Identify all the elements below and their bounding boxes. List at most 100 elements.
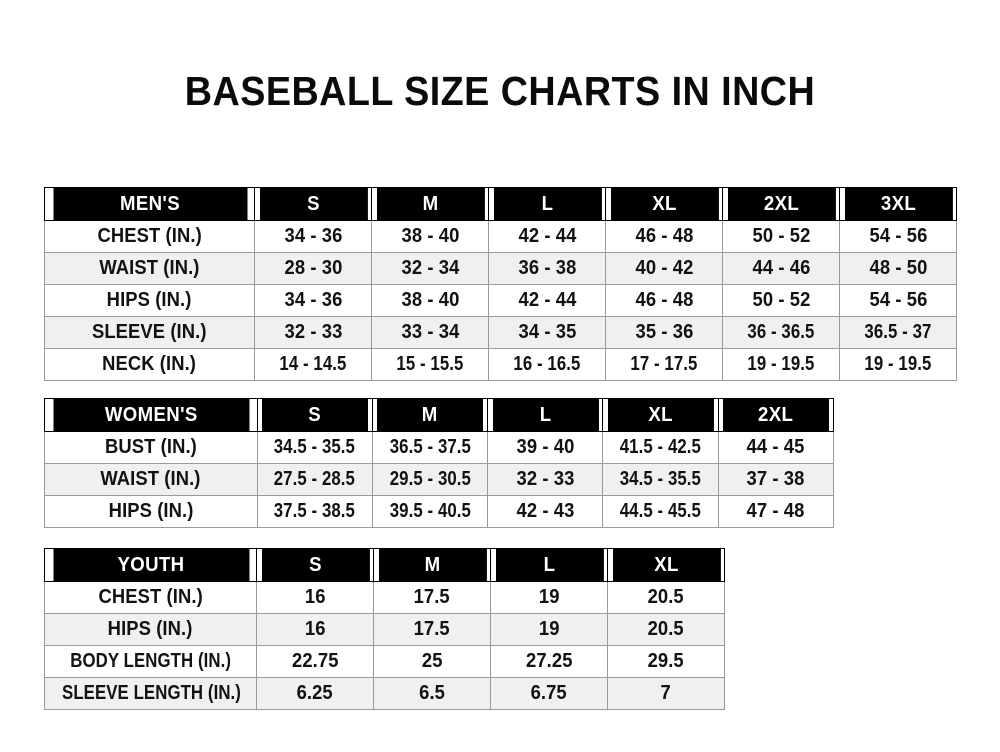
womens-table-header: WOMEN'S S M L XL 2XL (45, 398, 834, 432)
table-cell: 36.5 - 37 (839, 316, 957, 349)
table-row: HIPS (IN.) 34 - 36 38 - 40 42 - 44 46 - … (44, 284, 957, 317)
table-cell: 19 - 19.5 (722, 348, 840, 381)
table-cell: 25 (373, 645, 491, 678)
table-header-row: YOUTH S M L XL (45, 548, 725, 582)
table-row: BODY LENGTH (IN.) 22.75 25 27.25 29.5 (44, 645, 725, 678)
table-row: WAIST (IN.) 28 - 30 32 - 34 36 - 38 40 -… (44, 252, 957, 285)
table-cell: 19 (490, 613, 608, 646)
column-header-l: L (494, 548, 604, 582)
table-cell: 54 - 56 (839, 284, 957, 317)
table-cell: 27.25 (490, 645, 608, 678)
table-cell: 32 - 34 (371, 252, 489, 285)
column-header-s: S (258, 187, 368, 221)
column-header-l: L (491, 398, 600, 432)
youth-table-header: YOUTH S M L XL (45, 548, 725, 582)
table-cell: 36.5 - 37.5 (371, 431, 489, 464)
column-header-category: YOUTH (51, 548, 250, 582)
table-cell: 36 - 38 (488, 252, 606, 285)
table-cell: 16 (256, 613, 374, 646)
youth-size-table: YOUTH S M L XL CHEST (IN.) 16 17.5 19 20… (44, 548, 725, 710)
row-label: HIPS (IN.) (44, 613, 257, 646)
table-cell: 14 - 14.5 (254, 348, 372, 381)
table-cell: 41.5 - 42.5 (602, 431, 719, 464)
table-cell: 20.5 (607, 581, 725, 614)
table-cell: 44 - 45 (717, 431, 835, 464)
table-cell: 6.5 (373, 677, 491, 710)
mens-table-header: MEN'S S M L XL 2XL 3XL (45, 187, 957, 221)
table-cell: 34 - 36 (254, 284, 372, 317)
table-cell: 32 - 33 (487, 463, 604, 496)
row-label: NECK (IN.) (44, 348, 255, 381)
table-header-row: WOMEN'S S M L XL 2XL (45, 398, 834, 432)
table-cell: 38 - 40 (371, 220, 489, 253)
column-header-s: S (260, 398, 369, 432)
table-row: SLEEVE (IN.) 32 - 33 33 - 34 34 - 35 35 … (44, 316, 957, 349)
table-cell: 7 (607, 677, 725, 710)
table-cell: 15 - 15.5 (371, 348, 489, 381)
table-cell: 50 - 52 (722, 284, 840, 317)
row-label: HIPS (IN.) (44, 495, 258, 528)
table-cell: 28 - 30 (254, 252, 372, 285)
table-cell: 36 - 36.5 (722, 316, 840, 349)
table-cell: 19 (490, 581, 608, 614)
table-cell: 34.5 - 35.5 (256, 431, 373, 464)
row-label: WAIST (IN.) (44, 252, 255, 285)
table-cell: 34 - 35 (488, 316, 606, 349)
table-cell: 34 - 36 (254, 220, 372, 253)
row-label: SLEEVE (IN.) (44, 316, 255, 349)
column-header-s: S (260, 548, 370, 582)
row-label: CHEST (IN.) (44, 581, 257, 614)
table-row: HIPS (IN.) 16 17.5 19 20.5 (44, 613, 725, 646)
table-cell: 17 - 17.5 (605, 348, 723, 381)
row-label: BUST (IN.) (44, 431, 258, 464)
table-row: SLEEVE LENGTH (IN.) 6.25 6.5 6.75 7 (44, 677, 725, 710)
column-header-category: WOMEN'S (51, 398, 251, 432)
youth-table-body: CHEST (IN.) 16 17.5 19 20.5 HIPS (IN.) 1… (44, 581, 725, 710)
column-header-xl: XL (606, 398, 715, 432)
table-cell: 46 - 48 (605, 220, 723, 253)
table-cell: 39.5 - 40.5 (371, 495, 489, 528)
column-header-xl: XL (609, 187, 719, 221)
table-cell: 37.5 - 38.5 (256, 495, 373, 528)
table-cell: 34.5 - 35.5 (602, 463, 719, 496)
table-cell: 44.5 - 45.5 (602, 495, 719, 528)
table-cell: 19 - 19.5 (839, 348, 957, 381)
table-cell: 16 (256, 581, 374, 614)
table-cell: 38 - 40 (371, 284, 489, 317)
column-header-category: MEN'S (51, 187, 248, 221)
page-title: BASEBALL SIZE CHARTS IN INCH (184, 68, 816, 114)
table-row: CHEST (IN.) 16 17.5 19 20.5 (44, 581, 725, 614)
table-cell: 32 - 33 (254, 316, 372, 349)
mens-table-body: CHEST (IN.) 34 - 36 38 - 40 42 - 44 46 -… (44, 220, 957, 381)
column-header-l: L (492, 187, 602, 221)
table-cell: 46 - 48 (605, 284, 723, 317)
table-row: BUST (IN.) 34.5 - 35.5 36.5 - 37.5 39 - … (44, 431, 835, 464)
table-cell: 29.5 (607, 645, 725, 678)
table-cell: 6.25 (256, 677, 374, 710)
row-label: BODY LENGTH (IN.) (44, 645, 257, 678)
column-header-m: M (375, 398, 485, 432)
table-cell: 47 - 48 (717, 495, 835, 528)
table-cell: 42 - 43 (487, 495, 604, 528)
table-cell: 27.5 - 28.5 (256, 463, 373, 496)
row-label: CHEST (IN.) (44, 220, 255, 253)
table-cell: 50 - 52 (722, 220, 840, 253)
table-row: WAIST (IN.) 27.5 - 28.5 29.5 - 30.5 32 -… (44, 463, 835, 496)
row-label: WAIST (IN.) (44, 463, 258, 496)
row-label: SLEEVE LENGTH (IN.) (44, 677, 257, 710)
column-header-m: M (377, 548, 487, 582)
table-cell: 16 - 16.5 (488, 348, 606, 381)
table-cell: 33 - 34 (371, 316, 489, 349)
column-header-3xl: 3XL (843, 187, 953, 221)
table-cell: 6.75 (490, 677, 608, 710)
table-cell: 39 - 40 (487, 431, 604, 464)
column-header-2xl: 2XL (721, 398, 830, 432)
table-cell: 17.5 (373, 581, 491, 614)
table-cell: 17.5 (373, 613, 491, 646)
column-header-2xl: 2XL (726, 187, 836, 221)
table-cell: 29.5 - 30.5 (371, 463, 489, 496)
table-row: NECK (IN.) 14 - 14.5 15 - 15.5 16 - 16.5… (44, 348, 957, 381)
table-cell: 37 - 38 (717, 463, 835, 496)
table-cell: 40 - 42 (605, 252, 723, 285)
